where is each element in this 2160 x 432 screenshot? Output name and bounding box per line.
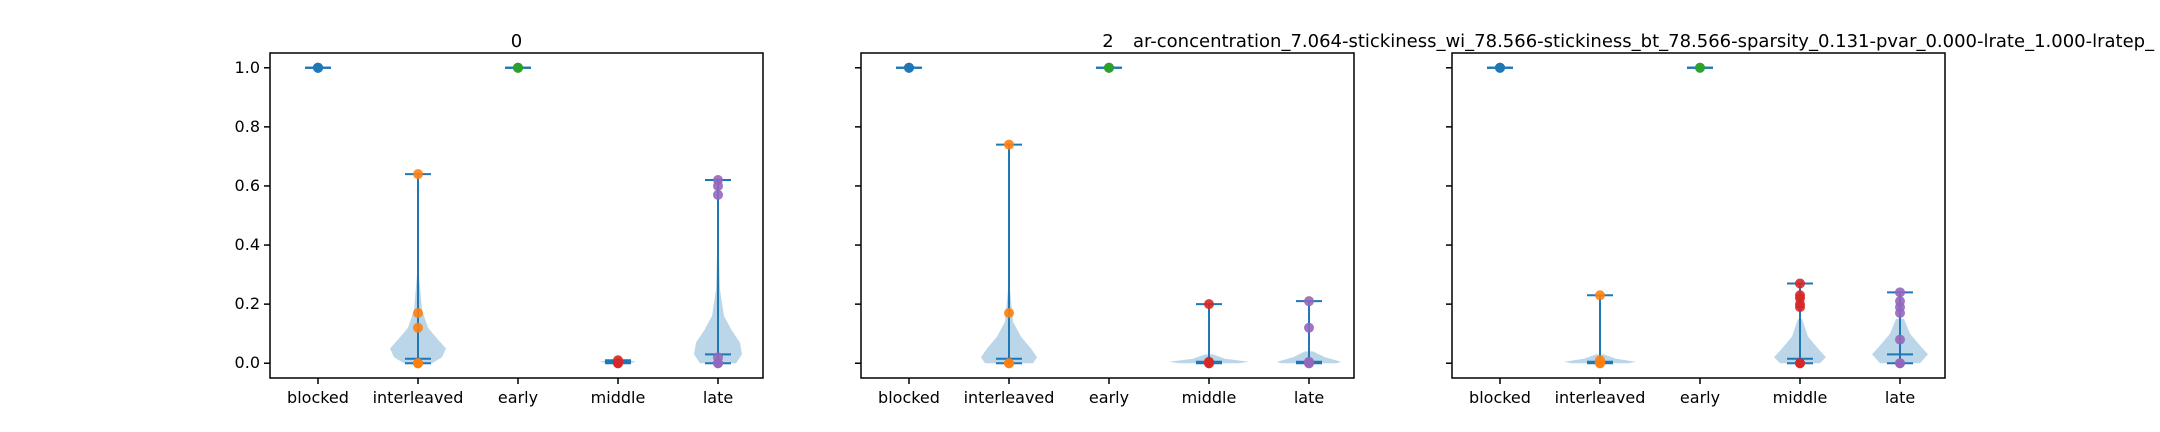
figure-title-right: ar-concentration_7.064-stickiness_wi_78.… — [1133, 31, 2155, 52]
data-point — [1895, 287, 1905, 298]
data-point — [413, 322, 423, 333]
y-tick-label: 0.0 — [235, 353, 260, 372]
x-tick-label: early — [1680, 388, 1720, 407]
data-point — [1204, 299, 1214, 310]
data-point — [1795, 278, 1805, 289]
data-point — [1304, 356, 1314, 367]
axes-frame — [860, 52, 1355, 379]
data-point — [1004, 358, 1014, 369]
y-tick-label: 1.0 — [235, 58, 260, 77]
data-point — [713, 189, 723, 200]
panel-title: 0 — [511, 31, 522, 52]
data-point — [1004, 308, 1014, 318]
data-point — [1004, 139, 1014, 150]
axes-frame — [1451, 52, 1946, 379]
data-point — [1595, 355, 1605, 366]
x-tick-label: interleaved — [373, 388, 464, 407]
data-point — [1495, 62, 1505, 73]
data-point — [1895, 296, 1905, 307]
x-tick-label: late — [703, 388, 733, 407]
x-tick-label: interleaved — [1555, 388, 1646, 407]
panels: 0 0.0 0.2 0.4 0.6 0.8 1.0 blocked interleaved ear… — [235, 31, 1946, 407]
y-tick-label: 0.6 — [235, 176, 260, 195]
data-point — [713, 352, 723, 363]
data-point — [413, 358, 423, 369]
data-point — [313, 62, 323, 73]
x-tick-label: middle — [1773, 388, 1828, 407]
data-point — [1895, 358, 1905, 369]
x-tick-label: blocked — [287, 388, 349, 407]
x-tick-label: blocked — [878, 388, 940, 407]
x-tick-label: blocked — [1469, 388, 1531, 407]
chart-panel-1: 0 0.0 0.2 0.4 0.6 0.8 1.0 blocked interleaved ear… — [235, 31, 764, 407]
data-point — [1204, 356, 1214, 367]
x-tick-label: interleaved — [964, 388, 1055, 407]
x-tick-label: early — [1089, 388, 1129, 407]
data-point — [413, 308, 423, 318]
data-point — [1595, 290, 1605, 301]
y-tick-label: 0.2 — [235, 294, 260, 313]
data-point — [1104, 62, 1114, 73]
y-tick-label: 0.4 — [235, 235, 260, 254]
chart-panel-3: blocked interleaved early middle late — [1446, 52, 1946, 407]
data-point — [1795, 290, 1805, 301]
data-point — [1795, 358, 1805, 369]
data-point — [413, 169, 423, 180]
x-tick-label: late — [1294, 388, 1324, 407]
data-point — [904, 62, 914, 73]
data-point — [1304, 296, 1314, 307]
y-tick-label: 0.8 — [235, 117, 260, 136]
x-tick-label: late — [1885, 388, 1915, 407]
data-point — [1695, 62, 1705, 73]
figure-title-left: 2 — [1102, 31, 1113, 52]
x-tick-label: middle — [1182, 388, 1237, 407]
data-point — [613, 355, 623, 366]
data-point — [513, 62, 523, 73]
data-point — [1895, 334, 1905, 345]
data-point — [713, 175, 723, 186]
axes-frame — [269, 52, 764, 379]
x-tick-label: middle — [591, 388, 646, 407]
data-point — [1304, 322, 1314, 333]
chart-panel-2: blocked interleaved early middle late — [855, 52, 1355, 407]
x-tick-label: early — [498, 388, 538, 407]
